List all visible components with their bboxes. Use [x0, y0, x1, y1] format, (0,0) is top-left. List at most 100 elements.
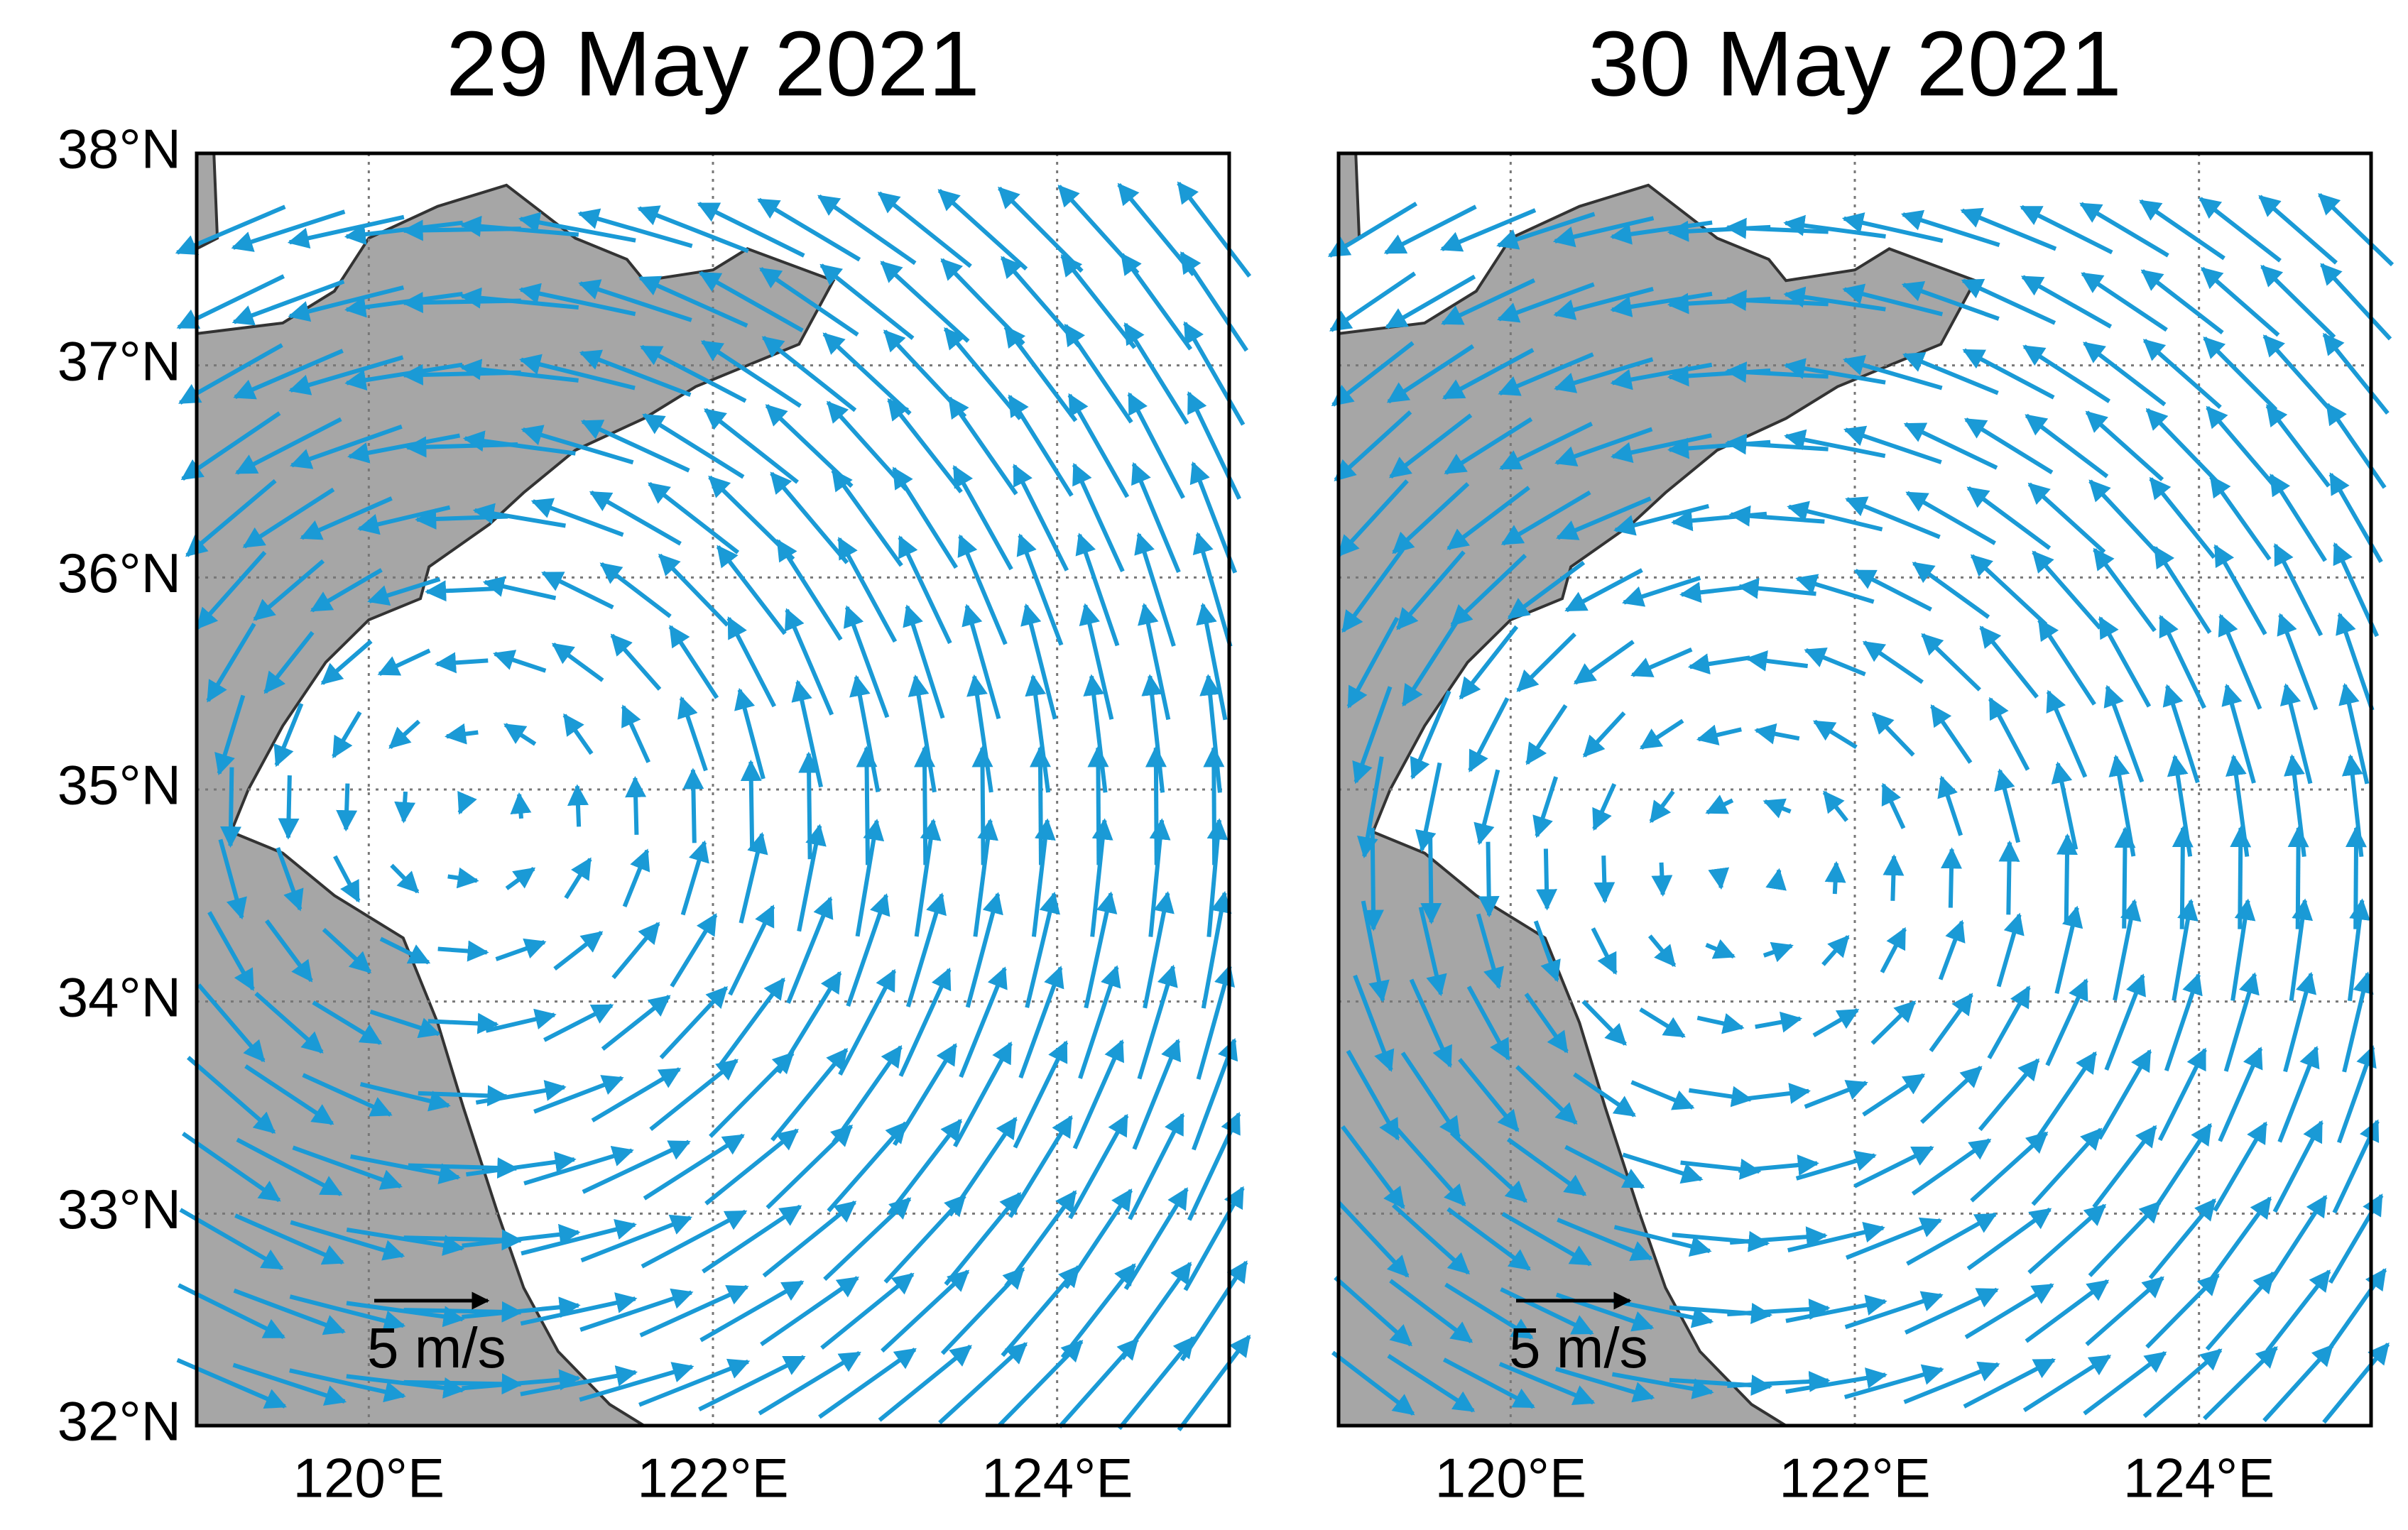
- wind-arrow: [770, 1047, 849, 1142]
- wind-arrow: [1524, 993, 1569, 1054]
- wind-arrow: [495, 938, 547, 961]
- wind-arrow: [1996, 912, 2025, 988]
- wind-arrow: [359, 1082, 451, 1112]
- wind-arrow: [1132, 1038, 1181, 1150]
- wind-arrow: [856, 745, 878, 865]
- wind-arrow: [1410, 690, 1451, 780]
- land: [1337, 152, 1361, 251]
- wind-arrow: [1337, 479, 1409, 557]
- wind-arrow: [791, 679, 823, 788]
- wind-arrow: [1785, 1367, 1888, 1394]
- wind-arrow: [214, 694, 246, 776]
- wind-arrow: [726, 616, 777, 708]
- wind-arrow: [2162, 684, 2200, 784]
- wind-arrow: [457, 790, 477, 815]
- wind-arrow: [278, 775, 300, 840]
- x-tick-label: 120°E: [1435, 1447, 1586, 1509]
- wind-arrow: [1573, 1072, 1636, 1118]
- wind-arrow: [462, 1369, 581, 1391]
- wind-arrow: [1057, 185, 1140, 275]
- wind-arrow: [579, 1362, 694, 1402]
- wind-arrow: [639, 1284, 749, 1338]
- wind-arrow: [2345, 826, 2367, 929]
- land: [195, 152, 219, 251]
- wind-arrow: [1610, 220, 1713, 245]
- wind-arrow: [1966, 486, 2052, 550]
- wind-arrow: [1004, 1190, 1077, 1288]
- wind-arrow: [236, 1137, 343, 1196]
- wind-arrow: [2158, 614, 2206, 709]
- wind-arrow: [1117, 1335, 1195, 1431]
- wind-arrow: [1020, 603, 1057, 720]
- wind-arrow: [1013, 1040, 1069, 1149]
- wind-arrow: [1346, 616, 1400, 709]
- wind-arrow: [818, 1348, 917, 1419]
- wind-arrow: [591, 1067, 682, 1122]
- wind-arrow: [1592, 783, 1617, 831]
- wind-arrow: [1765, 868, 1787, 891]
- panel-title: 29 May 2021: [446, 11, 980, 115]
- wind-arrow: [638, 1358, 751, 1407]
- wind-arrow: [1812, 719, 1858, 749]
- wind-arrow: [207, 911, 255, 991]
- wind-arrow: [826, 400, 908, 491]
- wind-arrow: [642, 412, 745, 479]
- wind-arrow: [622, 848, 650, 907]
- wind-arrow: [637, 205, 749, 253]
- wind-arrow: [2152, 1122, 2213, 1211]
- wind-arrow: [388, 719, 421, 749]
- wind-arrow: [462, 430, 576, 456]
- wind-arrow: [1001, 1264, 1081, 1357]
- wind-arrow: [2287, 826, 2309, 929]
- wind-arrow: [1447, 486, 1530, 551]
- wind-arrow: [914, 745, 936, 865]
- wind-arrow: [762, 1200, 857, 1278]
- wind-arrow: [648, 481, 740, 554]
- wind-arrow: [437, 940, 489, 962]
- wind-arrow: [1500, 1287, 1594, 1335]
- y-tick-label: 32°N: [58, 1390, 181, 1453]
- wind-arrow: [1842, 354, 1943, 390]
- wind-arrow: [1611, 1372, 1714, 1399]
- wind-arrow: [1845, 1217, 1943, 1260]
- wind-arrow: [300, 496, 393, 540]
- wind-arrow: [757, 197, 861, 262]
- wind-arrow: [914, 818, 942, 937]
- y-tick-label: 33°N: [58, 1178, 181, 1240]
- wind-arrow: [610, 633, 662, 691]
- wind-arrow: [734, 687, 766, 780]
- wind-arrow: [2213, 544, 2267, 635]
- wind-arrow: [2139, 199, 2226, 261]
- wind-arrow: [2213, 1121, 2268, 1212]
- wind-arrow: [1180, 251, 1248, 352]
- wind-arrow: [973, 818, 998, 937]
- wind-arrow: [1573, 640, 1635, 685]
- wind-arrow: [770, 471, 849, 564]
- wind-arrow: [475, 1080, 567, 1105]
- wind-arrow: [1725, 290, 1829, 311]
- wind-arrow: [1921, 633, 1981, 692]
- wind-arrow: [2092, 1125, 2157, 1209]
- wind-arrow: [739, 831, 768, 924]
- wind-arrow: [819, 263, 915, 340]
- wind-arrow: [641, 1209, 748, 1269]
- wind-arrow: [938, 1342, 1028, 1425]
- wind-arrow: [390, 863, 420, 894]
- wind-arrow: [312, 1000, 383, 1045]
- wind-arrow: [1622, 1152, 1704, 1184]
- wind-arrow: [310, 568, 383, 613]
- wind-arrow: [1083, 674, 1108, 793]
- wind-arrow: [1506, 1137, 1587, 1196]
- wind-arrow: [2036, 1051, 2098, 1138]
- wind-arrow: [1064, 1189, 1133, 1289]
- wind-arrow: [1725, 361, 1829, 383]
- wind-arrow: [2268, 1194, 2328, 1283]
- wind-arrow: [2103, 684, 2145, 783]
- wind-arrow: [1362, 828, 1384, 931]
- wind-arrow: [1903, 1361, 2000, 1404]
- wind-arrow: [1554, 357, 1654, 393]
- wind-arrow: [2218, 613, 2262, 710]
- wind-arrow: [1804, 647, 1866, 677]
- wind-arrow: [1068, 1113, 1129, 1220]
- wind-arrow: [520, 1365, 638, 1397]
